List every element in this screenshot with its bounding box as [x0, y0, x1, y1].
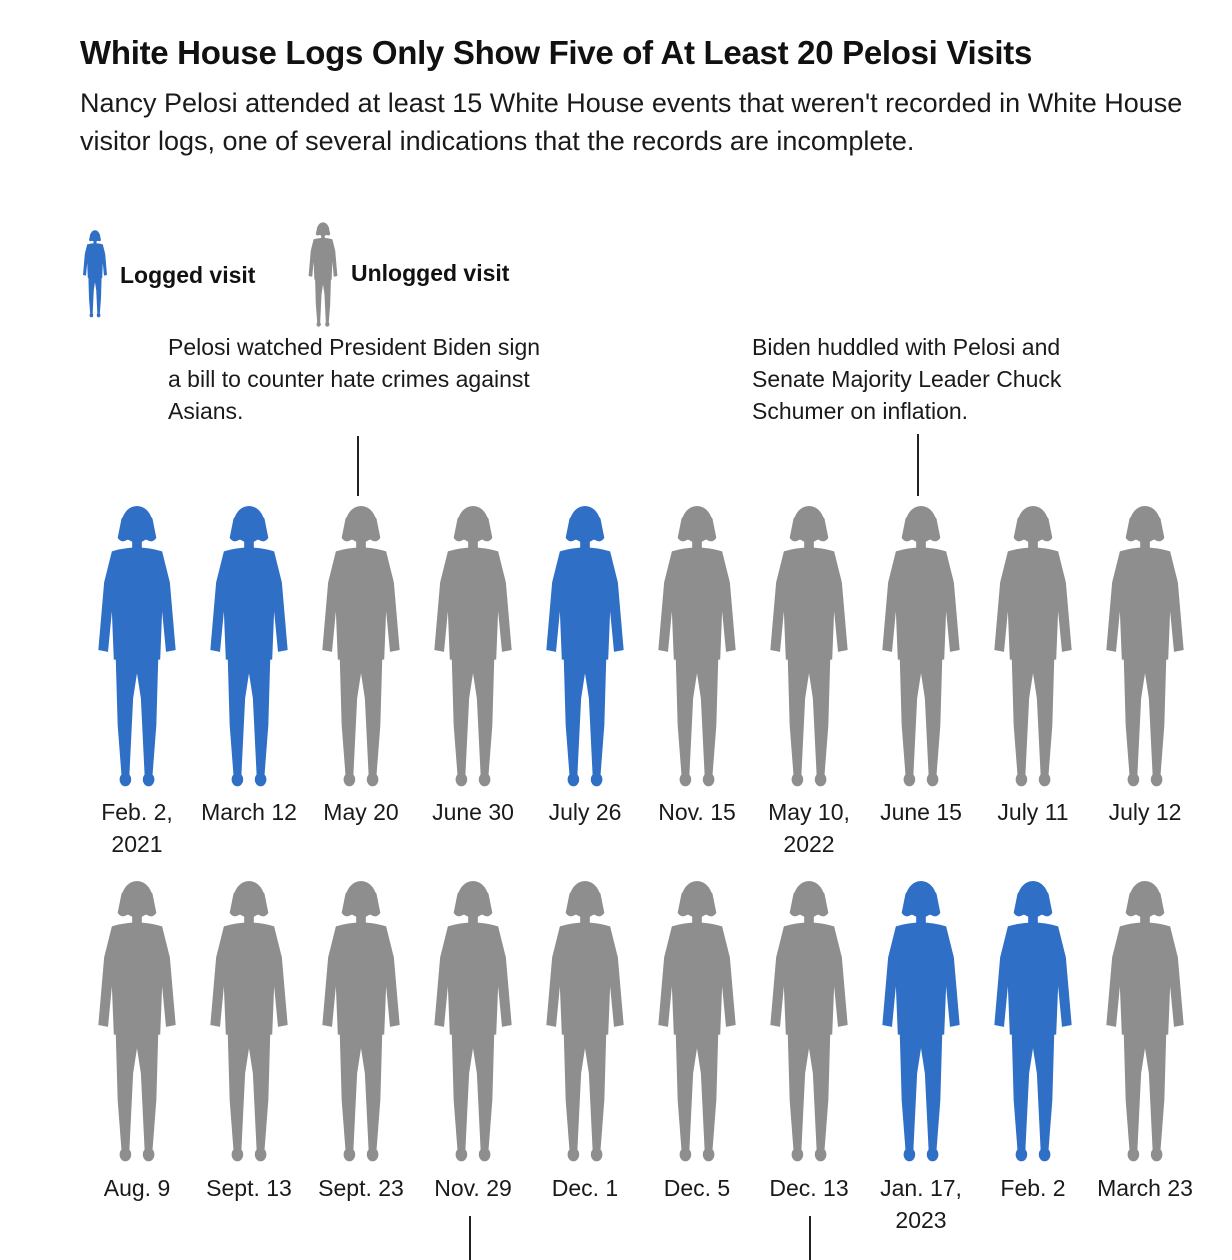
visit-figure-unlogged [322, 505, 400, 787]
annotation-leader-line [469, 1216, 471, 1260]
visit-date: Aug. 9 [103, 1175, 171, 1201]
visit-figure-unlogged [994, 505, 1072, 787]
visit-date-label: Sept. 23 [301, 1172, 421, 1204]
visit-date-label: Sept. 13 [189, 1172, 309, 1204]
visit-date: June 30 [432, 799, 514, 825]
visit-figure-unlogged [770, 505, 848, 787]
visit-date-label: July 26 [525, 796, 645, 828]
visit-date: Sept. 13 [206, 1175, 292, 1201]
visit-date: Dec. 1 [551, 1175, 619, 1201]
legend-unlogged: Unlogged visit [305, 220, 509, 332]
visit-figure-unlogged [434, 880, 512, 1162]
annotation-leader-line [357, 436, 359, 496]
visit-date: Dec. 5 [663, 1175, 731, 1201]
visit-date-label: March 23 [1085, 1172, 1205, 1204]
visit-figure-unlogged [882, 505, 960, 787]
visit-year: 2021 [111, 831, 163, 857]
visit-date-label: June 30 [413, 796, 533, 828]
logged-person-icon [83, 230, 107, 318]
visit-date-label: July 11 [973, 796, 1093, 828]
visit-date-label: March 12 [189, 796, 309, 828]
visit-figure-logged [546, 505, 624, 787]
annotation-leader-line [917, 434, 919, 496]
annotation-hate-crimes-bill: Pelosi watched President Biden sign a bi… [168, 334, 541, 424]
visit-figure-unlogged [210, 880, 288, 1162]
visit-figure-logged [994, 880, 1072, 1162]
visit-date: March 12 [201, 799, 297, 825]
annotation-inflation-meeting: Biden huddled with Pelosi and Senate Maj… [752, 334, 1062, 424]
visit-figure-unlogged [1106, 505, 1184, 787]
visit-date-label: May 20 [301, 796, 421, 828]
visit-year: 2022 [783, 831, 835, 857]
visit-date: Feb. 2, [101, 799, 173, 825]
visit-figure-unlogged [434, 505, 512, 787]
annotation-leader-line [809, 1216, 811, 1260]
visit-date-label: Dec. 5 [637, 1172, 757, 1204]
visit-date: May 20 [323, 799, 399, 825]
visit-date-label: June 15 [861, 796, 981, 828]
visit-year: 2023 [895, 1207, 947, 1233]
visit-date-label: Dec. 13 [749, 1172, 869, 1204]
visit-figure-unlogged [98, 880, 176, 1162]
chart-subtitle: Nancy Pelosi attended at least 15 White … [80, 88, 1183, 156]
visit-figure-logged [210, 505, 288, 787]
visit-date: March 23 [1097, 1175, 1193, 1201]
legend-unlogged-label: Unlogged visit [351, 259, 510, 286]
visit-date: Nov. 29 [434, 1175, 512, 1201]
visit-date: Nov. 15 [658, 799, 736, 825]
visit-figure-unlogged [658, 505, 736, 787]
visit-date-label: Feb. 2 [973, 1172, 1093, 1204]
visit-figure-unlogged [658, 880, 736, 1162]
visit-figure-logged [98, 505, 176, 787]
visit-date: May 10, [768, 799, 850, 825]
visit-date-label: Nov. 15 [637, 796, 757, 828]
visit-date-label: Nov. 29 [413, 1172, 533, 1204]
visit-date-label: May 10, 2022 [749, 796, 869, 860]
visit-date: Feb. 2 [1000, 1175, 1066, 1201]
visit-date-label: Aug. 9 [77, 1172, 197, 1204]
legend-logged-label: Logged visit [120, 261, 256, 288]
unlogged-person-icon [308, 222, 338, 327]
visit-figure-logged [882, 880, 960, 1162]
visit-date-label: Dec. 1 [525, 1172, 645, 1204]
visit-figure-unlogged [546, 880, 624, 1162]
legend-logged: Logged visit [80, 220, 255, 330]
visit-date-label: Feb. 2, 2021 [77, 796, 197, 860]
visit-figure-unlogged [322, 880, 400, 1162]
visit-date: July 11 [997, 799, 1069, 825]
visit-date-label: Jan. 17, 2023 [861, 1172, 981, 1236]
visit-date: Jan. 17, [880, 1175, 962, 1201]
visit-date-label: July 12 [1085, 796, 1205, 828]
visit-date: July 26 [548, 799, 622, 825]
visit-date: Dec. 13 [769, 1175, 849, 1201]
visit-figure-unlogged [1106, 880, 1184, 1162]
visit-date: June 15 [880, 799, 962, 825]
visit-figure-unlogged [770, 880, 848, 1162]
chart-title: White House Logs Only Show Five of At Le… [80, 34, 1033, 71]
visit-date: July 12 [1108, 799, 1182, 825]
visit-date: Sept. 23 [318, 1175, 404, 1201]
